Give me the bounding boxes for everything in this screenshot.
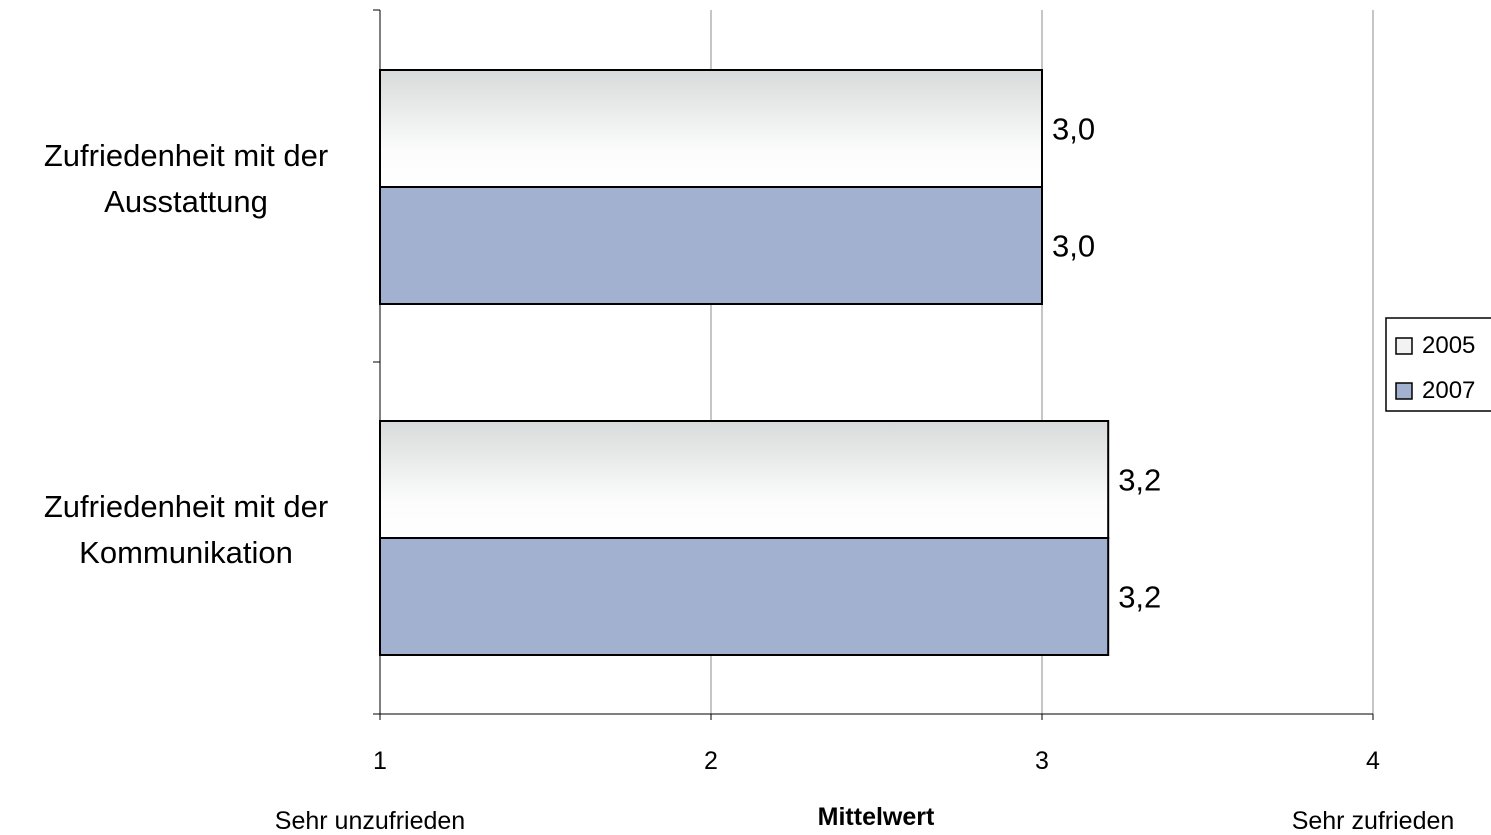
legend-swatch-2005	[1395, 337, 1413, 355]
x-axis-right-label: Sehr zufrieden	[1292, 807, 1455, 835]
legend: 2005 2007	[1385, 317, 1491, 412]
legend-swatch-2007	[1395, 382, 1413, 400]
x-axis-title: Mittelwert	[818, 803, 935, 831]
labels: 1 2 3 4 3,0 3,0 Zufriedenheit mit der Ausstattu…	[44, 112, 1454, 835]
bar-2007-2	[379, 537, 1110, 656]
data-label-2007-1: 3,0	[1052, 229, 1095, 264]
category-label-2-line-1: Zufriedenheit mit der	[44, 489, 328, 524]
x-tick-label-3: 3	[1035, 747, 1049, 775]
x-tick-label-1: 1	[373, 747, 387, 775]
data-label-2007-2: 3,2	[1118, 580, 1161, 615]
data-label-2005-2: 3,2	[1118, 463, 1161, 498]
data-label-2005-1: 3,0	[1052, 112, 1095, 147]
legend-label-2007: 2007	[1422, 377, 1475, 404]
bar-2005-1	[379, 69, 1043, 188]
category-label-1-line-2: Ausstattung	[104, 184, 268, 219]
legend-label-2005: 2005	[1422, 332, 1475, 359]
x-axis-left-label: Sehr unzufrieden	[275, 807, 465, 835]
category-label-2-line-2: Kommunikation	[79, 535, 293, 570]
category-label-1-line-1: Zufriedenheit mit der	[44, 138, 328, 173]
x-tick-label-2: 2	[704, 747, 718, 775]
x-tick-label-4: 4	[1366, 747, 1380, 775]
bar-2005-2	[379, 420, 1110, 539]
bar-2007-1	[379, 186, 1043, 305]
bars	[379, 69, 1110, 656]
